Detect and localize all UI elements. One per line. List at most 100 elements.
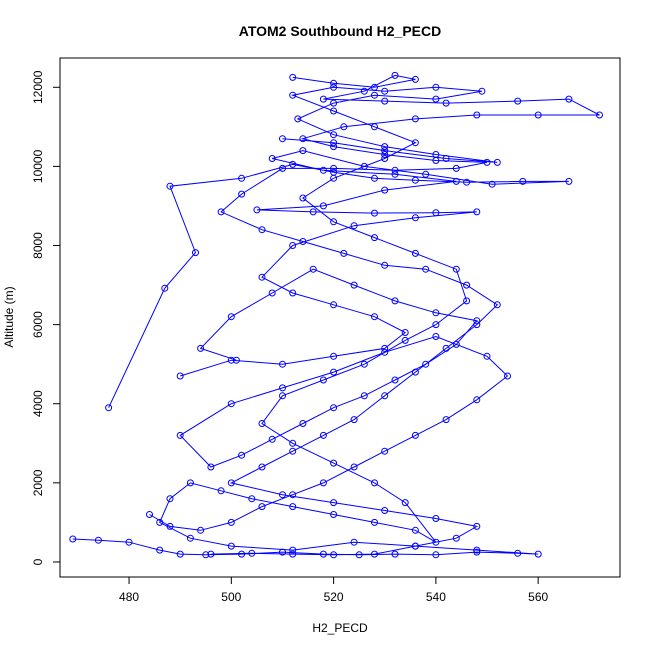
data-point [478, 87, 486, 95]
data-point [401, 336, 409, 344]
data-point [294, 115, 302, 123]
data-point [371, 209, 378, 217]
data-point [227, 400, 235, 408]
data-point [483, 158, 491, 166]
data-layer [69, 71, 603, 559]
data-point [319, 95, 327, 103]
data-point [371, 174, 378, 182]
data-point [422, 265, 430, 273]
data-point [289, 160, 297, 168]
data-point [493, 158, 501, 166]
data-point [411, 431, 419, 439]
data-point [217, 208, 225, 216]
data-point [309, 208, 317, 216]
data-point [381, 348, 389, 356]
data-point [432, 333, 440, 340]
data-point [452, 164, 460, 172]
data-point [473, 548, 481, 556]
data-point [192, 249, 199, 257]
data-point [463, 297, 471, 305]
x-tick-label: 540 [426, 590, 446, 604]
data-point [391, 376, 399, 384]
data-point [514, 549, 522, 557]
data-point [279, 360, 286, 368]
data-point [227, 479, 235, 487]
data-point [330, 99, 338, 107]
data-point [442, 99, 450, 107]
data-point [330, 174, 338, 182]
data-point [227, 542, 235, 550]
y-tick-label: 12000 [31, 70, 45, 104]
data-point [238, 174, 246, 182]
series-line-3 [210, 74, 600, 556]
data-point [146, 511, 153, 518]
data-point [381, 97, 389, 105]
data-point [279, 164, 286, 172]
data-point [330, 459, 338, 467]
data-point [473, 111, 481, 119]
data-point [432, 95, 440, 103]
data-point [330, 352, 338, 360]
data-point [319, 166, 327, 174]
series-line-2 [72, 86, 539, 556]
data-point [381, 151, 389, 158]
series-line-4 [149, 268, 509, 531]
data-point [186, 534, 194, 542]
data-point [289, 91, 297, 99]
data-point [360, 87, 368, 95]
data-point [330, 404, 338, 412]
data-point [197, 526, 205, 534]
x-axis-label: H2_PECD [312, 621, 368, 635]
data-point [360, 392, 368, 400]
x-tick-label: 500 [221, 590, 241, 604]
y-tick-label: 2000 [31, 469, 45, 496]
data-point [452, 340, 460, 348]
data-point [279, 491, 286, 499]
y-axis-label: Altitude (m) [2, 286, 16, 347]
data-point [432, 538, 440, 546]
data-point [381, 392, 389, 400]
data-point [330, 368, 338, 376]
data-point [289, 550, 297, 558]
x-tick-label: 520 [324, 590, 344, 604]
data-point [371, 479, 378, 487]
data-point [381, 147, 389, 155]
data-point [156, 546, 164, 554]
data-point [330, 218, 338, 226]
data-point [381, 143, 389, 151]
data-point [258, 226, 266, 234]
data-point [350, 463, 358, 471]
data-point [330, 79, 338, 87]
data-point [330, 131, 338, 139]
data-point [381, 507, 389, 514]
data-point [422, 360, 430, 368]
data-point [330, 143, 338, 151]
data-point [514, 97, 522, 105]
x-axis: 480 500 520 540 560 [119, 576, 549, 604]
data-point [69, 535, 77, 543]
data-point [258, 503, 266, 511]
y-axis: 0 2000 4000 6000 8000 10000 12000 [31, 70, 61, 565]
y-tick-label: 6000 [31, 311, 45, 338]
data-point [176, 372, 184, 380]
data-point [442, 155, 450, 162]
data-point [319, 202, 327, 210]
data-point [519, 177, 527, 185]
series-line-1 [108, 150, 569, 408]
data-point [268, 435, 276, 443]
data-point [238, 451, 246, 459]
data-point [289, 447, 297, 455]
data-point [360, 360, 368, 368]
data-point [105, 404, 113, 412]
y-tick-label: 0 [31, 558, 45, 565]
data-point [483, 352, 491, 360]
data-point [432, 209, 440, 217]
data-point [319, 376, 327, 384]
data-point [279, 135, 286, 143]
data-point [248, 549, 256, 557]
data-point [391, 170, 399, 178]
data-point [299, 194, 307, 202]
data-point [452, 534, 460, 542]
data-point [176, 550, 184, 558]
